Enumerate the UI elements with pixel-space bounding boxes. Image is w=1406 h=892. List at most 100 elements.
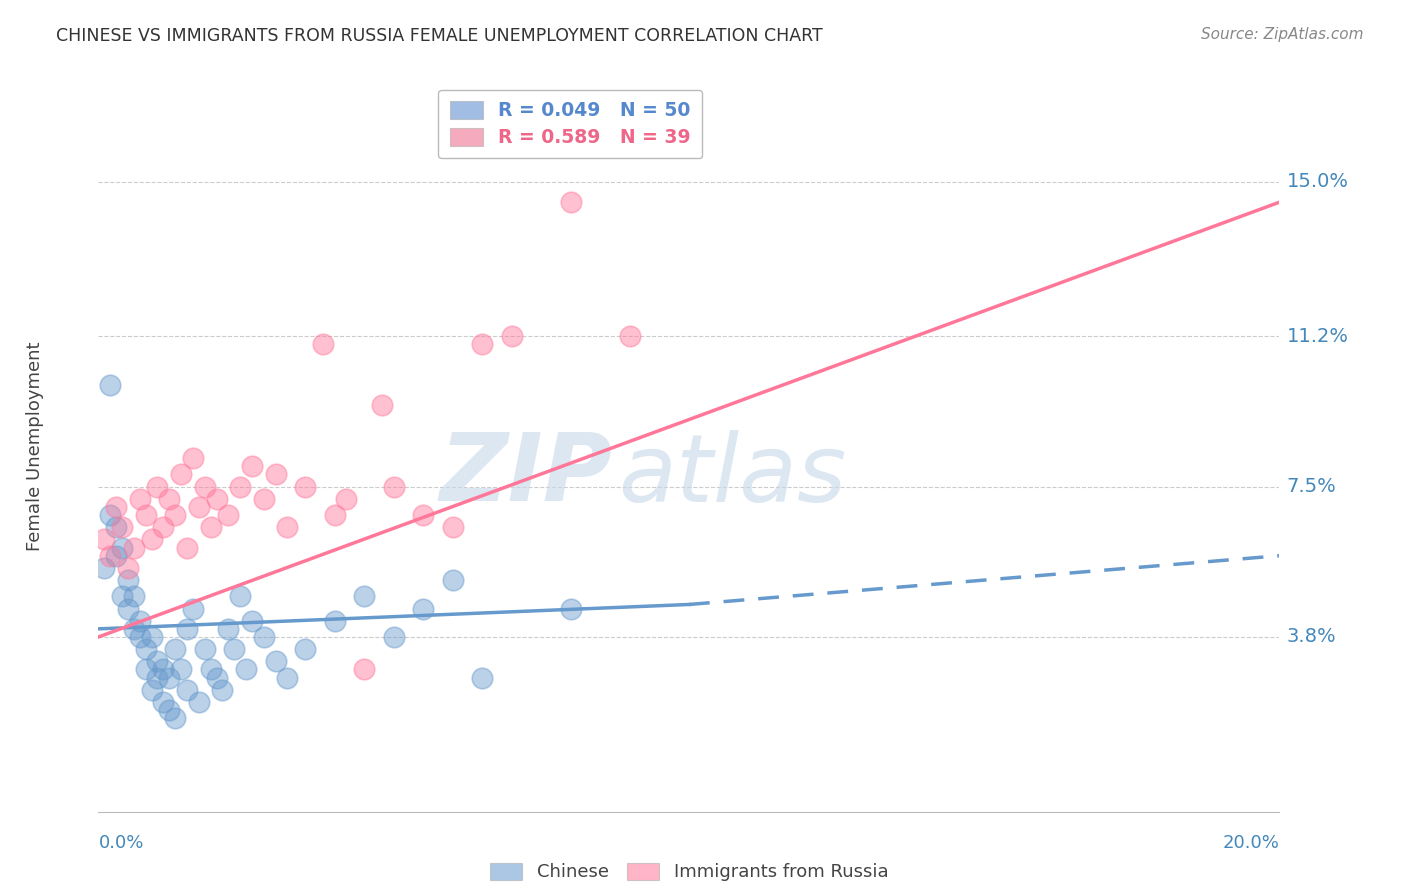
Point (141, 533, 163, 547)
Point (441, 520, 464, 534)
Point (165, 508, 187, 522)
Point (176, 622, 198, 636)
Point (200, 520, 222, 534)
Point (141, 682, 163, 697)
Point (128, 614, 150, 628)
Text: 3.8%: 3.8% (1286, 627, 1336, 647)
Point (170, 467, 193, 482)
Point (105, 520, 128, 534)
Point (157, 703, 180, 717)
Point (98, 508, 121, 522)
Point (117, 561, 139, 575)
Point (152, 520, 174, 534)
Point (323, 508, 346, 522)
Point (323, 614, 346, 628)
Point (187, 695, 209, 709)
Point (264, 467, 287, 482)
Point (128, 630, 150, 644)
Point (141, 630, 163, 644)
Point (294, 642, 316, 657)
Point (619, 329, 641, 343)
Point (187, 500, 209, 514)
Point (135, 663, 157, 677)
Point (165, 711, 187, 725)
Point (181, 451, 204, 466)
Point (441, 573, 464, 587)
Point (382, 480, 405, 494)
Point (276, 520, 298, 534)
Point (501, 329, 523, 343)
Text: 15.0%: 15.0% (1286, 172, 1348, 192)
Point (146, 480, 169, 494)
Point (211, 682, 233, 697)
Point (371, 398, 394, 412)
Point (93, 533, 115, 547)
Point (353, 663, 375, 677)
Point (471, 671, 494, 685)
Point (122, 622, 145, 636)
Point (205, 671, 228, 685)
Point (181, 601, 204, 615)
Point (264, 654, 287, 668)
Point (128, 491, 150, 506)
Point (335, 491, 357, 506)
Point (412, 601, 434, 615)
Legend: Chinese, Immigrants from Russia: Chinese, Immigrants from Russia (481, 854, 897, 890)
Point (105, 500, 128, 514)
Point (105, 549, 128, 563)
Point (235, 663, 257, 677)
Point (229, 480, 252, 494)
Text: Female Unemployment: Female Unemployment (27, 342, 44, 550)
Point (170, 663, 193, 677)
Point (276, 671, 298, 685)
Point (194, 642, 217, 657)
Point (135, 642, 157, 657)
Point (122, 590, 145, 604)
Point (117, 601, 139, 615)
Point (157, 491, 180, 506)
Point (253, 491, 276, 506)
Point (111, 520, 134, 534)
Point (165, 642, 187, 657)
Point (157, 671, 180, 685)
Point (560, 195, 582, 210)
Point (194, 480, 217, 494)
Point (382, 630, 405, 644)
Point (312, 337, 335, 351)
Text: 0.0%: 0.0% (98, 834, 143, 852)
Point (353, 590, 375, 604)
Point (93, 561, 115, 575)
Point (135, 508, 157, 522)
Text: CHINESE VS IMMIGRANTS FROM RUSSIA FEMALE UNEMPLOYMENT CORRELATION CHART: CHINESE VS IMMIGRANTS FROM RUSSIA FEMALE… (56, 27, 823, 45)
Point (412, 508, 434, 522)
Point (217, 508, 239, 522)
Point (240, 459, 263, 474)
Point (111, 541, 134, 555)
Text: 7.5%: 7.5% (1286, 477, 1336, 496)
Point (560, 601, 582, 615)
Point (253, 630, 276, 644)
Point (229, 590, 252, 604)
Point (294, 480, 316, 494)
Point (152, 695, 174, 709)
Point (152, 663, 174, 677)
Point (117, 573, 139, 587)
Text: ZIP: ZIP (439, 429, 612, 521)
Point (98, 549, 121, 563)
Text: 20.0%: 20.0% (1223, 834, 1279, 852)
Point (176, 541, 198, 555)
Text: Source: ZipAtlas.com: Source: ZipAtlas.com (1201, 27, 1364, 42)
Point (224, 642, 246, 657)
Point (111, 590, 134, 604)
Point (240, 614, 263, 628)
Point (471, 337, 494, 351)
Point (217, 622, 239, 636)
Point (205, 491, 228, 506)
Point (176, 682, 198, 697)
Text: atlas: atlas (619, 430, 846, 521)
Point (98, 378, 121, 392)
Point (146, 671, 169, 685)
Point (200, 663, 222, 677)
Point (122, 541, 145, 555)
Text: 11.2%: 11.2% (1286, 326, 1348, 346)
